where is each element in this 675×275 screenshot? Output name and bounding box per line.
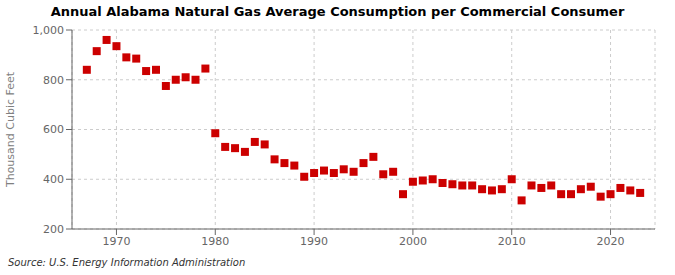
svg-text:1,000: 1,000 (33, 24, 65, 37)
svg-text:400: 400 (43, 173, 64, 186)
svg-text:600: 600 (43, 123, 64, 136)
html-text:Annual Alabama Natural Gas Ave: Annual Alabama Natural Gas Average Consu… (50, 4, 625, 19)
svg-text:2020: 2020 (597, 235, 625, 248)
html-text:Source: U.S. Energy Informatio: Source: U.S. Energy Information Administ… (8, 257, 246, 268)
svg-text:1970: 1970 (102, 235, 130, 248)
svg-text:200: 200 (43, 223, 64, 236)
svg-text:1990: 1990 (300, 235, 328, 248)
svg-text:2010: 2010 (498, 235, 526, 248)
svg-text:Thousand Cubic Feet: Thousand Cubic Feet (8, 71, 17, 188)
svg-text:2000: 2000 (399, 235, 427, 248)
svg-text:800: 800 (43, 74, 64, 87)
svg-text:1980: 1980 (201, 235, 229, 248)
